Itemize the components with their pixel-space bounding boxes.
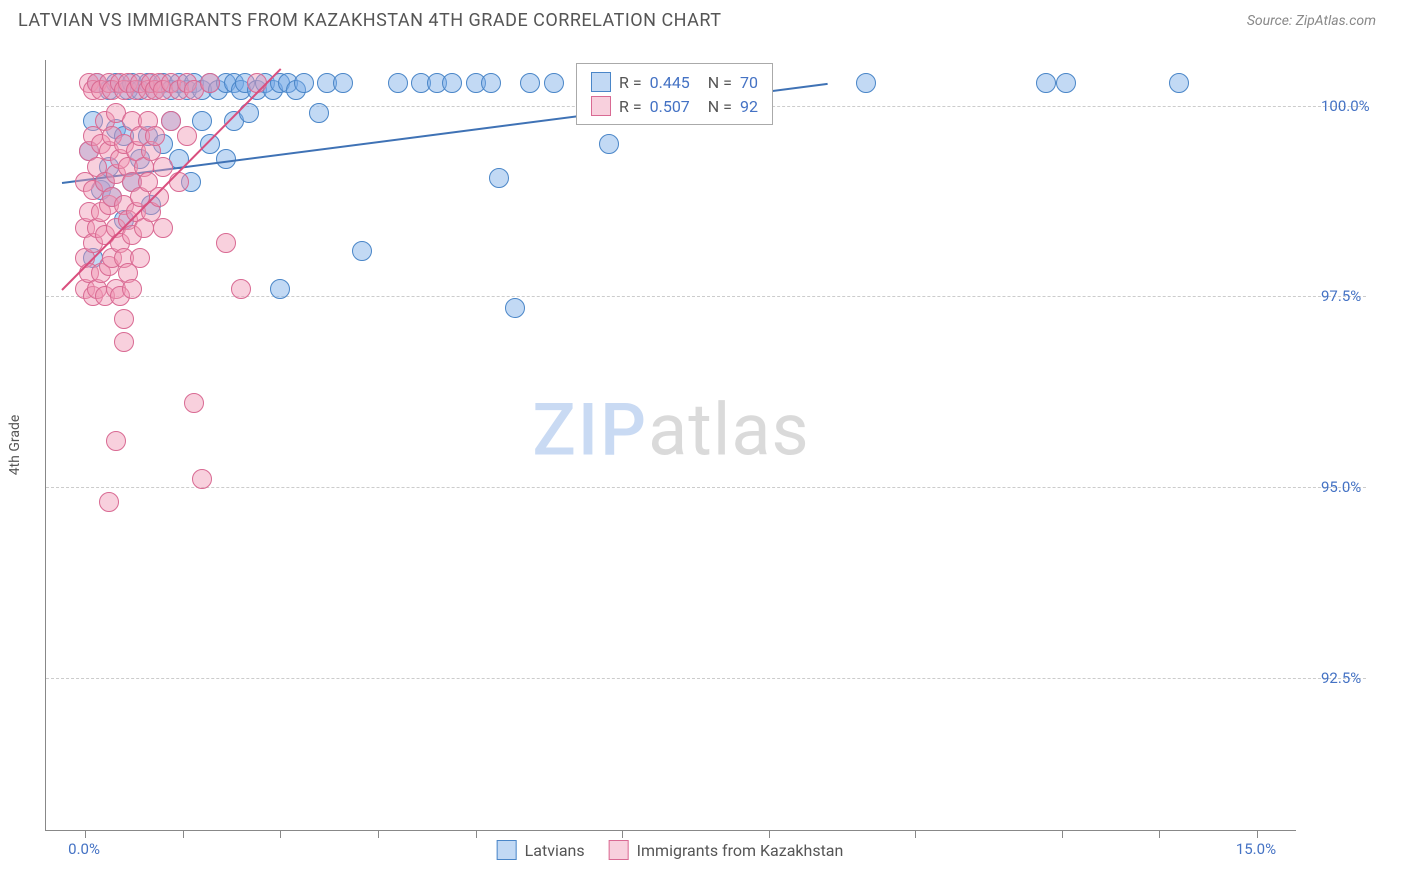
y-tick-label: 95.0% [1321,478,1361,496]
data-point [200,134,220,154]
legend-swatch [591,96,611,116]
series-name: Latvians [525,841,585,860]
data-point [544,73,564,93]
y-tick-label: 92.5% [1321,669,1361,687]
watermark: ZIPatlas [532,387,809,472]
data-point [192,111,212,131]
y-axis-label: 4th Grade [7,415,23,476]
data-point [169,172,189,192]
legend-swatch [591,72,611,92]
data-point [200,73,220,93]
data-point [122,279,142,299]
legend-row: R = 0.507 N = 92 [591,94,758,118]
data-point [481,73,501,93]
source-attribution: Source: ZipAtlas.com [1247,13,1376,29]
scatter-chart: ZIPatlas R =0.445N =70R =0.507N =92 92.5… [45,60,1295,830]
chart-title: LATVIAN VS IMMIGRANTS FROM KAZAKHSTAN 4T… [18,10,722,31]
data-point [1056,73,1076,93]
data-point [505,298,525,318]
data-point [352,241,372,261]
legend-n-label: N = [708,97,732,116]
data-point [114,309,134,329]
legend-swatch [609,840,629,860]
x-tick [1062,830,1063,838]
gridline-h [46,678,1366,679]
legend-row: R = 0.445 N = 70 [591,70,758,94]
data-point [388,73,408,93]
x-tick [85,830,86,838]
data-point [145,126,165,146]
correlation-legend: R = 0.445 N = 70 R = 0.507 N = 92 [576,63,773,125]
data-point [442,73,462,93]
x-tick [1159,830,1160,838]
data-point [1036,73,1056,93]
data-point [130,248,150,268]
legend-n-label: N = [708,73,732,92]
data-point [856,73,876,93]
series-name: Immigrants from Kazakhstan [637,841,844,860]
plot-area: ZIPatlas R =0.445N =70R =0.507N =92 92.5… [45,60,1296,831]
y-tick-label: 97.5% [1321,287,1361,305]
data-point [153,157,173,177]
x-tick-label: 15.0% [1236,840,1276,858]
legend-r-label: R = [619,97,642,116]
data-point [520,73,540,93]
data-point [114,332,134,352]
series-legend: Latvians Immigrants from Kazakhstan [497,840,844,860]
legend-r-value: 0.445 [650,73,690,92]
data-point [216,233,236,253]
series-legend-item: Latvians [497,840,585,860]
legend-n-value: 92 [740,97,758,116]
gridline-h [46,487,1366,488]
data-point [309,103,329,123]
legend-r-label: R = [619,73,642,92]
legend-r-value: 0.507 [650,97,690,116]
data-point [489,168,509,188]
x-tick [378,830,379,838]
data-point [184,393,204,413]
series-legend-item: Immigrants from Kazakhstan [609,840,844,860]
x-tick [280,830,281,838]
x-tick-label: 0.0% [68,840,100,858]
data-point [161,111,181,131]
x-tick [769,830,770,838]
data-point [99,492,119,512]
data-point [333,73,353,93]
data-point [231,279,251,299]
data-point [270,279,290,299]
x-tick [183,830,184,838]
data-point [294,73,314,93]
data-point [106,431,126,451]
legend-n-value: 70 [740,73,758,92]
x-tick [1257,830,1258,838]
x-tick [915,830,916,838]
y-tick-label: 100.0% [1321,97,1370,115]
data-point [599,134,619,154]
data-point [177,126,197,146]
data-point [153,218,173,238]
watermark-part1: ZIP [532,387,648,472]
legend-swatch [497,840,517,860]
data-point [192,469,212,489]
data-point [1169,73,1189,93]
watermark-part2: atlas [648,387,810,472]
x-tick [622,830,623,838]
x-tick [476,830,477,838]
